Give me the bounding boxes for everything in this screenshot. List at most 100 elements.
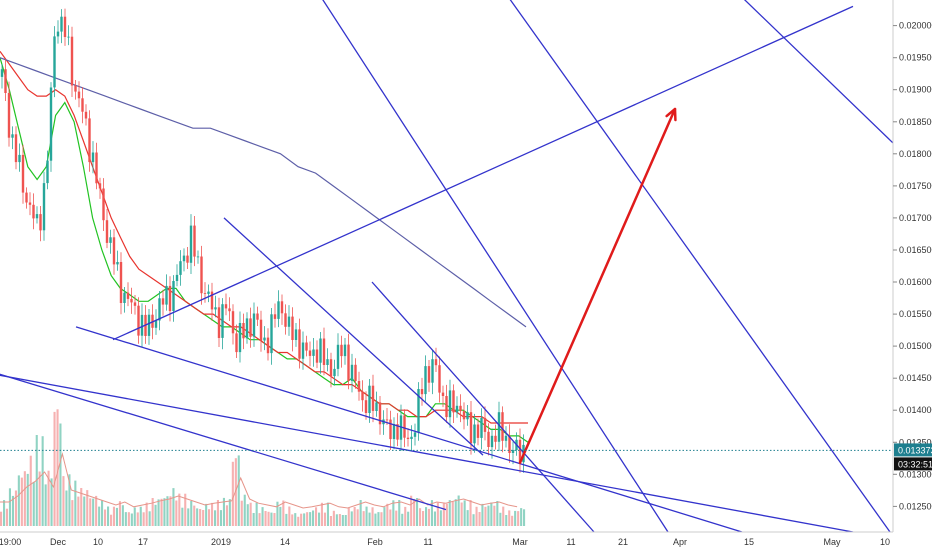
time-axis[interactable]: 19:00 Dec 10 17 2019 14 Feb 11 Mar 11 21 Apr 15 May 10: [0, 531, 932, 550]
volume-bar: [306, 512, 309, 526]
candle-body: [266, 337, 270, 354]
volume-bar: [320, 502, 323, 526]
volume-bar: [181, 507, 184, 526]
volume-bar: [65, 490, 68, 526]
volume-bar: [347, 508, 350, 526]
candle-body: [392, 424, 396, 439]
trendline: [322, 0, 669, 533]
time-tick-label: Feb: [367, 537, 383, 547]
candle-body: [263, 337, 266, 341]
volume-bar: [451, 501, 454, 526]
candle-body: [364, 400, 368, 413]
volume-bar: [419, 508, 422, 526]
volume-average-line: [0, 452, 518, 509]
candle-body: [494, 435, 497, 442]
volume-bar: [187, 508, 190, 526]
volume-bar: [127, 512, 130, 526]
volume-bar: [383, 507, 386, 526]
candle-body: [179, 261, 182, 275]
candle-body: [490, 435, 494, 448]
volume-bar: [50, 478, 53, 526]
candle-body: [259, 319, 263, 341]
volume-bar: [133, 507, 136, 526]
candle-body: [385, 419, 389, 421]
time-tick-label: 11: [566, 537, 575, 547]
time-tick-label: 17: [138, 537, 148, 547]
volume-bar: [95, 495, 98, 526]
candle-body: [154, 320, 158, 328]
time-tick-label: Mar: [512, 537, 528, 547]
candle-body: [21, 154, 25, 193]
volume-bar: [371, 507, 374, 526]
volume-bar: [270, 512, 273, 526]
volume-bar: [326, 502, 329, 526]
candle-body: [406, 437, 410, 439]
volume-bar: [433, 511, 436, 526]
volume-bar: [341, 515, 344, 526]
candle-body: [322, 338, 326, 365]
candle-body: [455, 405, 459, 413]
projection-arrow: [518, 107, 677, 465]
volume-bar: [350, 511, 353, 526]
volume-bar: [17, 475, 20, 526]
volume-bar: [255, 502, 258, 526]
volume-bar: [234, 458, 237, 526]
candle-body: [189, 225, 193, 263]
volume-bar: [362, 511, 365, 526]
volume-bar: [439, 510, 442, 526]
time-tick-label: 10: [880, 537, 890, 547]
volume-bar: [222, 497, 225, 526]
volume-bar: [8, 488, 11, 526]
candle-body: [35, 214, 39, 219]
volume-bar: [294, 513, 297, 526]
volume-bar: [469, 500, 472, 526]
volume-bar: [14, 490, 17, 526]
candle-body: [434, 359, 438, 366]
volume-bar: [53, 411, 56, 526]
volume-bar: [288, 506, 291, 526]
candle-body: [63, 16, 67, 37]
trendline: [223, 217, 484, 456]
candle-body: [224, 304, 228, 309]
volume-bar: [487, 505, 490, 526]
trendline: [371, 281, 595, 533]
volume-bar: [104, 509, 107, 526]
volume-bar: [145, 502, 148, 526]
candle-body: [81, 98, 84, 112]
volume-bar: [231, 461, 234, 526]
candle-body: [249, 318, 252, 337]
volume-bar: [303, 513, 306, 526]
volume-bar: [425, 507, 428, 526]
candle-body: [438, 365, 441, 393]
candle-body: [270, 314, 273, 354]
candle-body: [193, 225, 196, 257]
candle-body: [116, 262, 119, 265]
volume-bar: [261, 507, 264, 526]
volume-bar: [166, 496, 169, 526]
volume-bar: [196, 508, 199, 526]
volume-bar: [356, 509, 359, 526]
volume-bar: [199, 509, 202, 526]
volume-bar: [475, 506, 478, 526]
candle-body: [340, 344, 343, 357]
volume-bar: [374, 513, 377, 526]
candle-body: [469, 412, 473, 444]
candle-body: [140, 314, 144, 336]
volume-bar: [413, 498, 416, 526]
volume-bar: [59, 423, 62, 526]
candle-body: [207, 291, 210, 294]
candle-body: [18, 154, 21, 163]
candle-body: [280, 301, 284, 314]
volume-bar: [514, 510, 517, 526]
candle-body: [333, 368, 336, 377]
candle-body: [497, 412, 501, 442]
volume-bar: [422, 511, 425, 526]
candle-body: [459, 405, 462, 412]
candle-body: [67, 36, 70, 38]
candle-body: [25, 192, 28, 203]
candle-body: [252, 313, 256, 337]
